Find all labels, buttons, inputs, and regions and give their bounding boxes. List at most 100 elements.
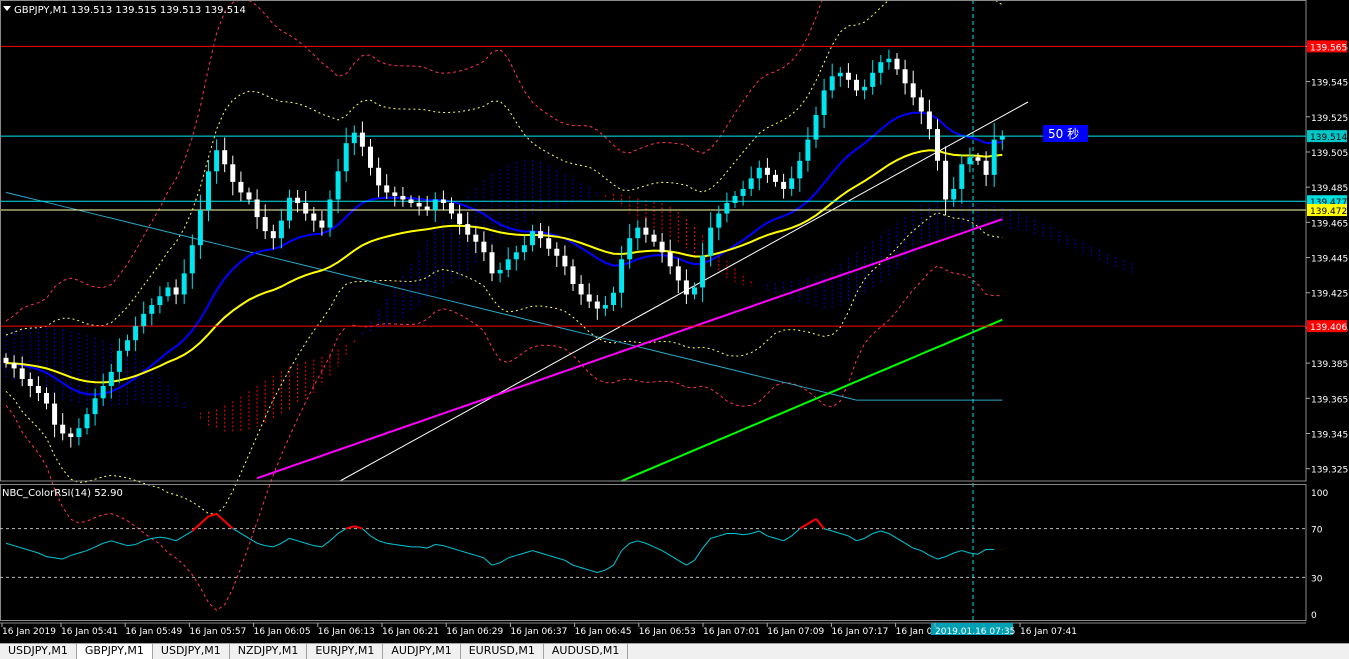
rsi-segment [435, 544, 443, 545]
envelope-lower [6, 266, 1002, 611]
rsi-segment [22, 548, 30, 550]
candle-body [530, 231, 535, 245]
candle-body [36, 386, 41, 393]
candle-body [919, 97, 924, 111]
rsi-segment [168, 538, 176, 540]
candle-body [854, 80, 859, 91]
candle-body [676, 266, 681, 280]
candle-body [522, 245, 527, 252]
time-tick-label: 16 Jan 06:29 [446, 627, 503, 637]
candle-body [684, 280, 689, 294]
candle-body [481, 242, 486, 253]
price-tick-label: 139.525 [1311, 114, 1348, 124]
candle-body [692, 287, 697, 294]
candle-body [538, 231, 543, 238]
rsi-segment [711, 536, 719, 538]
rsi-segment [832, 531, 840, 533]
symbol-tab[interactable]: AUDJPY,M1 [383, 644, 460, 659]
rsi-segment [970, 553, 978, 554]
rsi-segment [192, 524, 200, 531]
candle-body [514, 252, 519, 259]
rsi-segment [395, 544, 403, 545]
candle-body [433, 199, 438, 210]
time-tick-label: 16 Jan 05:57 [189, 627, 246, 637]
rsi-segment [152, 537, 160, 538]
ma-yellow [6, 150, 1002, 382]
symbol-tab[interactable]: AUDUSD,M1 [544, 644, 629, 659]
time-tick-label: 16 Jan 07:41 [1020, 627, 1077, 637]
symbol-tab[interactable]: USDJPY,M1 [153, 644, 230, 659]
candle-body [60, 425, 65, 434]
candle-body [85, 414, 90, 428]
symbol-tab[interactable]: EURJPY,M1 [307, 644, 383, 659]
candle-body [943, 161, 948, 200]
rsi-segment [314, 546, 322, 547]
candle-body [781, 182, 786, 189]
candle-body [733, 196, 738, 203]
rsi-segment [881, 531, 889, 533]
price-tag-text: 139.565 [1310, 43, 1347, 53]
candle-body [190, 245, 195, 273]
rsi-segment [500, 558, 508, 563]
candle-body [271, 231, 276, 238]
rsi-frame [1, 485, 1307, 621]
rsi-segment [79, 551, 87, 553]
rsi-segment [298, 541, 306, 543]
rsi-segment [533, 551, 541, 553]
candle-body [862, 87, 867, 91]
rsi-segment [281, 538, 289, 543]
rsi-segment [848, 536, 856, 541]
candle-body [182, 273, 187, 294]
candle-body [198, 210, 203, 245]
time-tick-label: 16 Jan 07:01 [703, 627, 760, 637]
rsi-segment [346, 526, 354, 528]
rsi-segment [630, 541, 638, 543]
rsi-segment [889, 533, 897, 538]
price-tick-label: 139.505 [1311, 149, 1348, 159]
rsi-segment [136, 541, 144, 545]
rsi-segment [379, 541, 387, 543]
rsi-segment [678, 560, 686, 565]
symbol-tab[interactable]: NZDJPY,M1 [230, 644, 308, 659]
candle-body [935, 129, 940, 161]
rsi-segment [427, 544, 435, 548]
candle-body [20, 368, 25, 379]
rsi-segment [605, 565, 613, 570]
rsi-segment [654, 547, 662, 551]
price-tick-label: 139.485 [1311, 184, 1348, 194]
rsi-segment [95, 543, 103, 547]
rsi-segment [686, 560, 694, 565]
rsi-segment [492, 563, 500, 565]
candle-body [587, 294, 592, 301]
symbol-tab[interactable]: EURUSD,M1 [461, 644, 544, 659]
time-tick-label: 2019.01.16 07:35 [935, 627, 1015, 637]
rsi-segment [589, 570, 597, 572]
rsi-segment [322, 541, 330, 547]
rsi-segment [516, 553, 524, 555]
rsi-segment [30, 551, 38, 553]
symbol-tab[interactable]: GBPJPY,M1 [77, 644, 153, 659]
candle-body [473, 235, 478, 242]
candle-body [611, 293, 616, 305]
price-tick-label: 139.425 [1311, 290, 1348, 300]
price-tag-text: 139.472 [1310, 207, 1347, 217]
candle-body [68, 433, 73, 437]
candle-body [749, 178, 754, 189]
candle-body [635, 228, 640, 239]
candle-body [125, 340, 130, 351]
rsi-segment [452, 548, 460, 550]
candle-body [627, 238, 632, 259]
countdown-text: 50 秒 [1048, 127, 1079, 141]
bollinger-upper [6, 0, 1002, 335]
rsi-label: NBC_ColorRSI(14) 52.90 [2, 488, 123, 499]
chart-canvas: 139.565139.545139.525139.505139.485139.4… [0, 0, 1349, 643]
triangle-down-icon[interactable] [3, 6, 11, 11]
candle-body [376, 168, 381, 186]
candle-body [554, 249, 559, 256]
candle-body [392, 192, 397, 196]
symbol-tab[interactable]: USDJPY,M1 [0, 644, 77, 659]
rsi-segment [573, 565, 581, 567]
candle-body [109, 372, 114, 386]
